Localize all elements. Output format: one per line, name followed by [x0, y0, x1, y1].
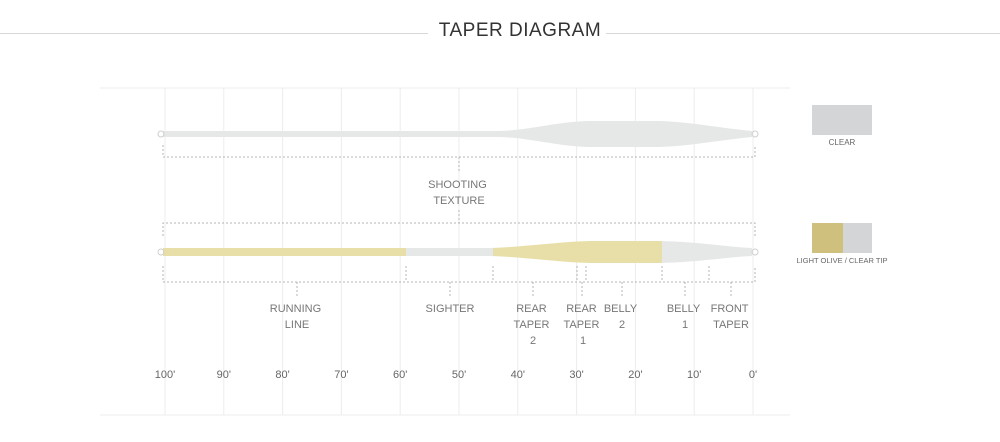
- scale-tick-label: 50': [452, 369, 466, 381]
- shared-bracket: [162, 210, 756, 236]
- scale-tick-label: 30': [569, 369, 583, 381]
- section-label-running-line: RUNNING LINE: [270, 303, 324, 331]
- clear-tip-segment: [662, 241, 752, 263]
- swatch-clear-tip-color: [843, 223, 872, 253]
- running-line-segment: [163, 241, 406, 263]
- clear-bracket-top: [162, 145, 756, 171]
- title-rule-left: [0, 33, 428, 34]
- scale-tick-label: 10': [687, 369, 701, 381]
- scale-tick-label: 60': [393, 369, 407, 381]
- section-label-sighter: SIGHTER: [426, 303, 475, 315]
- section-label-rear-taper-1: REAR TAPER 1: [564, 303, 603, 347]
- section-labels: RUNNING LINE SIGHTER REAR TAPER 2 REAR T…: [270, 303, 752, 347]
- scale-tick-label: 0': [749, 369, 757, 381]
- clear-line-body: [163, 121, 752, 147]
- section-label-belly-2: BELLY 2: [604, 303, 640, 331]
- swatch-olive-color: [812, 223, 843, 253]
- page-title: TAPER DIAGRAM: [438, 20, 602, 41]
- section-label-belly-1: BELLY 1: [667, 303, 703, 331]
- swatch-olive-label: LIGHT OLIVE / CLEAR TIP: [796, 256, 887, 265]
- scale-tick-label: 40': [511, 369, 525, 381]
- scale-tick-label: 80': [275, 369, 289, 381]
- sighter-segment: [406, 241, 493, 263]
- scale-tick-label: 70': [334, 369, 348, 381]
- scale-tick-label: 100': [155, 369, 175, 381]
- swatch-olive: LIGHT OLIVE / CLEAR TIP: [796, 223, 888, 265]
- swatch-clear-label: CLEAR: [829, 138, 856, 147]
- swatch-clear: CLEAR: [812, 105, 872, 147]
- clear-line-loop-right: [751, 130, 759, 138]
- head-segment: [493, 241, 662, 263]
- section-bracket: [162, 266, 756, 296]
- clear-line-loop-left: [157, 130, 165, 138]
- swatch-clear-color: [812, 105, 872, 135]
- distance-scale: 100' 90' 80' 70' 60' 50' 40' 30' 20' 10' 0': [155, 369, 757, 381]
- section-label-front-taper: FRONT TAPER: [711, 303, 752, 331]
- section-label-rear-taper-2: REAR TAPER 2: [514, 303, 553, 347]
- section-label-shooting-texture: SHOOTING TEXTURE: [428, 179, 490, 207]
- scale-tick-label: 20': [628, 369, 642, 381]
- grid-lines: [100, 87, 790, 416]
- scale-tick-label: 90': [217, 369, 231, 381]
- olive-line-loop-right: [751, 248, 759, 256]
- clear-fly-line: [157, 121, 759, 147]
- olive-line-loop-left: [157, 248, 165, 256]
- title-rule-right: [606, 33, 1000, 34]
